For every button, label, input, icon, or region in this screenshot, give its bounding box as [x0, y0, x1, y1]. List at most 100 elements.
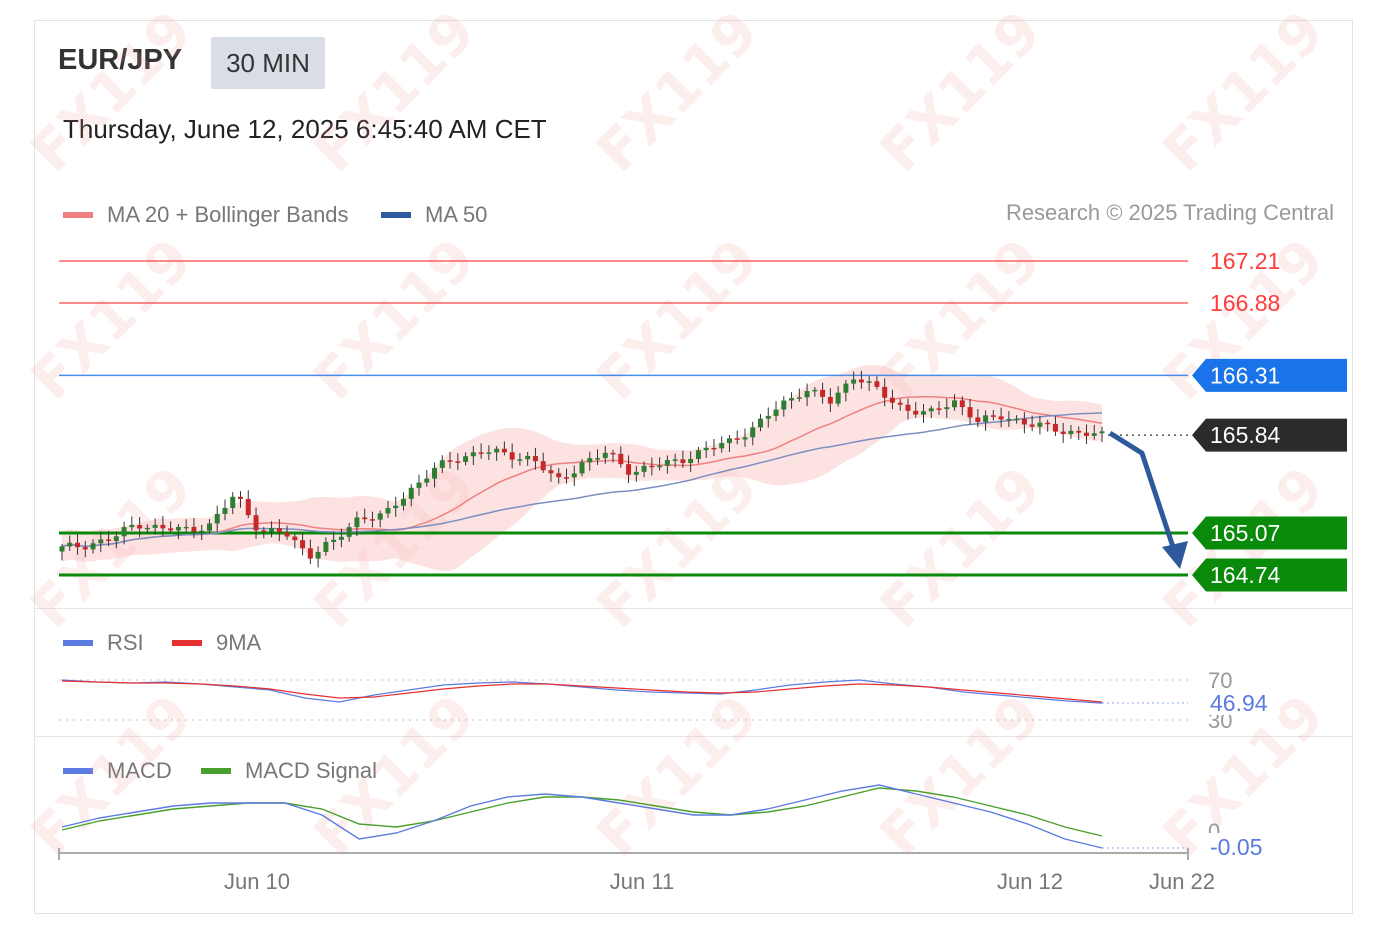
candle-body: [571, 473, 577, 478]
legend-swatch: [381, 212, 411, 218]
watermark-text: FX119: [302, 227, 488, 413]
candle-body: [532, 455, 538, 462]
candle-body: [967, 407, 973, 418]
candle-body: [983, 415, 989, 422]
legend-label: MA 50: [425, 202, 488, 227]
candle-body: [315, 551, 321, 559]
candle-body: [276, 528, 282, 533]
watermark-text: FX119: [19, 0, 205, 185]
candle-body: [905, 404, 911, 411]
candle-body: [175, 526, 181, 531]
candle-body: [882, 386, 888, 398]
candle-body: [789, 398, 795, 401]
projection-arrow: [1108, 431, 1178, 554]
candle-body: [641, 465, 647, 472]
candle-body: [354, 517, 360, 528]
price-tag: [1192, 558, 1347, 592]
candle-body: [439, 460, 445, 468]
candle-body: [688, 458, 694, 464]
candle-body: [245, 499, 251, 516]
candle-body: [307, 548, 313, 559]
candle-body: [517, 459, 523, 461]
resistance-label: 166.88: [1210, 290, 1280, 316]
candle-body: [432, 467, 438, 479]
candle-body: [75, 542, 81, 548]
candle-body: [990, 415, 996, 417]
candle-body: [734, 438, 740, 440]
candle-body: [587, 458, 593, 463]
candle-body: [525, 455, 531, 460]
watermark-text: FX119: [19, 683, 205, 869]
candle-body: [168, 528, 174, 531]
candle-body: [424, 478, 430, 483]
candle-body: [610, 452, 616, 455]
price-tag-label: 165.07: [1210, 520, 1280, 546]
candle-body: [959, 400, 965, 408]
candle-body: [121, 527, 127, 537]
candle-body: [67, 542, 73, 547]
timestamp: Thursday, June 12, 2025 6:45:40 AM CET: [63, 114, 547, 144]
panel-divider: [35, 736, 1353, 737]
candle-body: [796, 397, 802, 399]
candle-body: [470, 452, 476, 457]
watermark-text: FX119: [302, 683, 488, 869]
candle-body: [618, 453, 624, 465]
legend-label: MA 20 + Bollinger Bands: [107, 202, 349, 227]
price-tag-label: 165.84: [1210, 422, 1281, 448]
candle-body: [416, 482, 422, 488]
rsi-9ma-line: [61, 680, 1103, 703]
watermark-text: FX119: [302, 0, 488, 185]
candle-body: [106, 539, 112, 542]
candle-body: [292, 536, 298, 541]
candle-body: [113, 536, 119, 542]
candle-body: [1076, 430, 1082, 433]
candle-body: [563, 477, 569, 479]
candle-body: [975, 417, 981, 422]
legend-swatch: [63, 768, 93, 774]
candle-body: [626, 464, 632, 475]
legend-macd-signal: MACD Signal: [201, 758, 377, 784]
candle-body: [781, 400, 787, 410]
candle-body: [494, 448, 500, 453]
candle-body: [711, 447, 717, 450]
symbol-title: EUR/JPY: [58, 44, 183, 76]
candle-body: [602, 452, 608, 459]
x-tick-label: Jun 11: [610, 869, 674, 894]
macd-line: [61, 784, 1103, 849]
candle-body: [1021, 418, 1027, 425]
candle-body: [835, 392, 841, 404]
candle-body: [455, 461, 461, 463]
candle-body: [920, 411, 926, 415]
chart-card: [34, 20, 1353, 914]
candle-body: [1052, 423, 1058, 432]
watermark-text: FX119: [868, 683, 1054, 869]
candle-body: [858, 379, 864, 383]
candle-body: [773, 409, 779, 416]
candle-body: [1068, 430, 1074, 434]
candle-body: [812, 389, 818, 392]
candle-body: [1083, 432, 1089, 436]
candle-body: [199, 530, 205, 533]
candle-body: [408, 487, 414, 499]
candle-body: [152, 524, 158, 528]
interval-button[interactable]: 30 MIN: [211, 37, 325, 89]
candle-body: [300, 540, 306, 549]
candle-body: [672, 459, 678, 461]
legend-9ma: 9MA: [172, 630, 261, 656]
legend-rsi: RSI: [63, 630, 144, 656]
candle-body: [1099, 431, 1105, 434]
candle-body: [509, 452, 515, 460]
watermark-text: FX119: [868, 0, 1054, 185]
candle-body: [758, 418, 764, 428]
candle-body: [463, 456, 469, 462]
candle-body: [827, 396, 833, 404]
candle-body: [144, 527, 150, 530]
candles: [59, 370, 1105, 568]
candle-body: [657, 465, 663, 468]
x-tick-label: Jun 22: [1149, 869, 1215, 894]
candle-body: [323, 541, 329, 552]
candle-body: [820, 389, 826, 397]
price-tag: [1192, 516, 1347, 550]
watermark-text: FX119: [585, 683, 771, 869]
